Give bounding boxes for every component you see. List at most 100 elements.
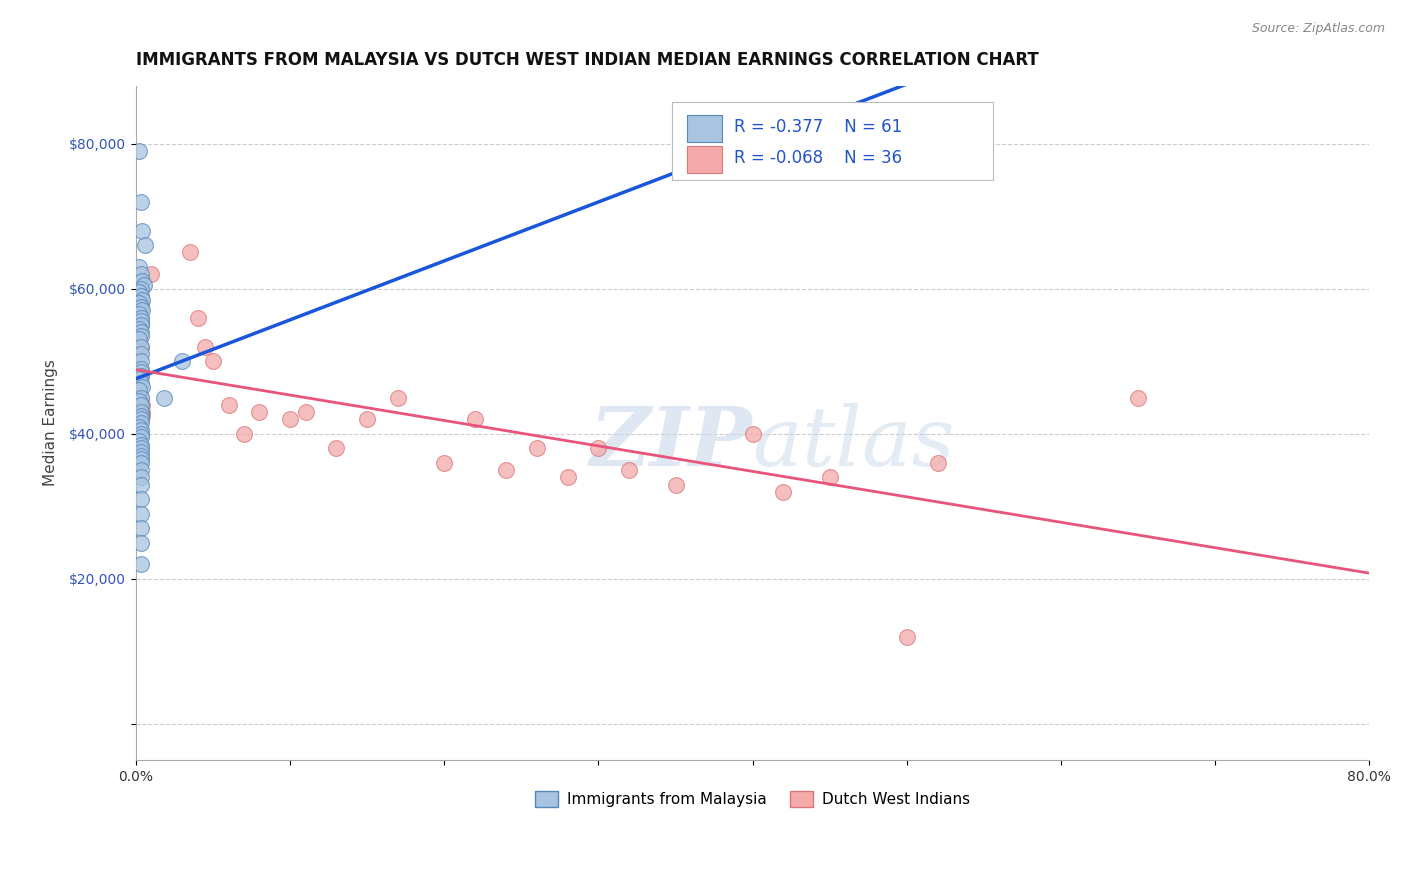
Point [129, 463, 152, 477]
Point [325, 442, 347, 456]
Point [129, 314, 152, 328]
Point [233, 426, 256, 441]
Point [129, 391, 152, 405]
Point [129, 442, 152, 456]
Point [588, 442, 610, 456]
Point [131, 405, 153, 419]
Point [129, 535, 152, 549]
Point [896, 630, 918, 644]
Point [387, 391, 409, 405]
Point [464, 412, 486, 426]
Point [128, 296, 150, 310]
Point [129, 368, 152, 383]
Point [129, 477, 152, 491]
Point [433, 456, 456, 470]
Point [526, 442, 548, 456]
Point [218, 398, 240, 412]
Point [129, 507, 152, 521]
Point [129, 361, 152, 376]
Point [129, 492, 152, 507]
Point [129, 282, 152, 296]
Point [153, 391, 176, 405]
Point [129, 267, 152, 281]
Point [129, 325, 152, 339]
Point [818, 470, 841, 484]
Point [294, 405, 316, 419]
Text: R = -0.377    N = 61: R = -0.377 N = 61 [734, 119, 903, 136]
Point [129, 398, 152, 412]
Point [129, 426, 152, 441]
Y-axis label: Median Earnings: Median Earnings [44, 359, 58, 486]
FancyBboxPatch shape [688, 114, 721, 142]
Point [141, 267, 163, 281]
Point [495, 463, 517, 477]
Point [247, 405, 270, 419]
Point [128, 372, 150, 386]
Point [202, 354, 225, 368]
Point [128, 419, 150, 434]
Point [129, 354, 152, 368]
Point [129, 376, 152, 390]
Point [129, 438, 152, 452]
Point [179, 245, 201, 260]
Point [131, 303, 153, 318]
Point [131, 293, 153, 307]
Point [557, 470, 579, 484]
Point [129, 416, 152, 430]
Point [129, 430, 152, 444]
Point [128, 144, 150, 158]
Point [772, 484, 794, 499]
FancyBboxPatch shape [688, 146, 721, 173]
Point [129, 340, 152, 354]
Point [128, 260, 150, 274]
Point [129, 405, 152, 419]
Point [128, 434, 150, 448]
Point [128, 321, 150, 335]
Point [132, 278, 155, 293]
Point [131, 409, 153, 423]
Point [129, 329, 152, 343]
Point [129, 452, 152, 467]
Point [131, 224, 153, 238]
Point [129, 456, 152, 470]
Point [129, 470, 152, 484]
Point [1126, 391, 1149, 405]
Point [129, 449, 152, 463]
Point [129, 368, 152, 383]
Point [129, 412, 152, 426]
Point [129, 445, 152, 459]
Point [128, 307, 150, 321]
Point [131, 379, 153, 393]
Point [129, 194, 152, 209]
FancyBboxPatch shape [672, 103, 993, 180]
Point [927, 456, 949, 470]
Point [131, 398, 153, 412]
Point [128, 384, 150, 398]
Text: R = -0.068    N = 36: R = -0.068 N = 36 [734, 149, 903, 168]
Point [129, 412, 152, 426]
Point [129, 300, 152, 314]
Point [134, 238, 156, 252]
Text: atlas: atlas [752, 403, 955, 483]
Point [194, 340, 217, 354]
Point [741, 426, 763, 441]
Point [664, 477, 686, 491]
Point [131, 275, 153, 289]
Point [129, 521, 152, 535]
Text: Source: ZipAtlas.com: Source: ZipAtlas.com [1251, 22, 1385, 36]
Point [129, 365, 152, 379]
Point [129, 423, 152, 437]
Point [129, 310, 152, 325]
Point [129, 340, 152, 354]
Point [129, 409, 152, 423]
Legend: Immigrants from Malaysia, Dutch West Indians: Immigrants from Malaysia, Dutch West Ind… [529, 785, 976, 814]
Point [129, 347, 152, 361]
Point [129, 289, 152, 303]
Point [619, 463, 641, 477]
Text: IMMIGRANTS FROM MALAYSIA VS DUTCH WEST INDIAN MEDIAN EARNINGS CORRELATION CHART: IMMIGRANTS FROM MALAYSIA VS DUTCH WEST I… [136, 51, 1039, 69]
Point [128, 394, 150, 409]
Point [172, 354, 194, 368]
Point [129, 318, 152, 332]
Point [278, 412, 301, 426]
Point [128, 333, 150, 347]
